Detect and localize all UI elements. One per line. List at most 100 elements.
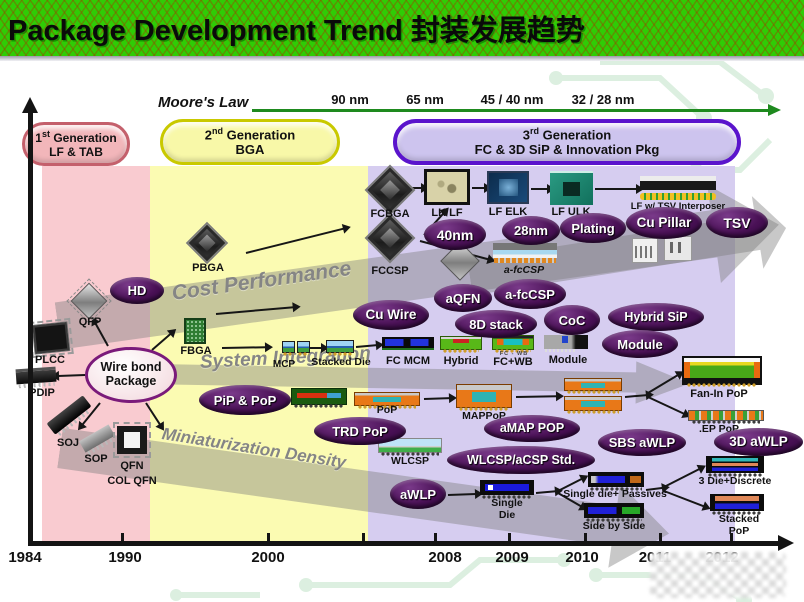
arrow bbox=[595, 184, 644, 194]
oval-coc: CoC bbox=[544, 305, 600, 335]
watermark-blur bbox=[650, 552, 786, 598]
pop-label: PoP bbox=[376, 404, 398, 416]
axis-tick bbox=[362, 533, 365, 542]
generation-2-line2: BGA bbox=[235, 142, 265, 158]
qfn-label: QFN bbox=[120, 460, 144, 472]
axis-tick bbox=[121, 533, 124, 542]
mappop-chip bbox=[456, 384, 512, 411]
sop-label: SOP bbox=[84, 453, 108, 465]
year-2000: 2000 bbox=[251, 549, 285, 566]
page-title: Package Development Trend 封装发展趋势 bbox=[8, 15, 585, 47]
year-2010: 2010 bbox=[565, 549, 599, 566]
fbga-label: FBGA bbox=[180, 345, 212, 357]
stacked-pop-label: Stacked PoP bbox=[718, 513, 760, 537]
qfn-chip bbox=[113, 422, 151, 458]
oval-aqfn: aQFN bbox=[434, 284, 492, 312]
oval-40nm: 40nm bbox=[424, 219, 486, 250]
arrow bbox=[472, 183, 492, 193]
generation-1-line2: LF & TAB bbox=[49, 144, 103, 159]
single-die-label: Single Die bbox=[491, 497, 523, 521]
node-90nm: 90 nm bbox=[331, 92, 369, 107]
soj-label: SOJ bbox=[56, 437, 79, 449]
lk-lf-chip bbox=[424, 169, 470, 205]
y-axis-arrowhead-icon bbox=[22, 97, 38, 113]
moores-law-label: Moore's Law bbox=[158, 94, 249, 111]
oval-awlp: aWLP bbox=[390, 479, 446, 509]
module-chip bbox=[544, 335, 588, 352]
fan-in-pop-chip bbox=[682, 356, 762, 387]
node-65nm: 65 nm bbox=[406, 92, 444, 107]
axis-tick bbox=[267, 533, 270, 542]
year-1990: 1990 bbox=[108, 549, 142, 566]
oval-a-fccsp: a-fcCSP bbox=[494, 279, 566, 309]
oval-hybrid-sip: Hybrid SiP bbox=[608, 303, 704, 331]
mcp-chip bbox=[297, 341, 310, 356]
node-32-28nm: 32 / 28 nm bbox=[571, 92, 635, 107]
pop-stack-chip bbox=[564, 396, 622, 414]
single-die-passives-label: Single die+ Passives bbox=[563, 488, 667, 500]
module-label: Module bbox=[548, 354, 588, 366]
fc-wb-label: FC+WB bbox=[493, 356, 533, 368]
col-qfn-label: COL QFN bbox=[107, 475, 157, 487]
stacked-die-chip bbox=[326, 340, 354, 356]
wlcsp-label: WLCSP bbox=[391, 455, 429, 467]
generation-3-line2: FC & 3D SiP & Innovation Pkg bbox=[474, 142, 660, 158]
lf-tsv-interposer-label: LF w/ TSV Interposer bbox=[630, 201, 726, 212]
axis-tick bbox=[434, 533, 437, 542]
plcc-label: PLCC bbox=[35, 354, 65, 366]
pdip-label: PDIP bbox=[29, 387, 55, 399]
oval-28nm: 28nm bbox=[502, 216, 560, 245]
axis-tick bbox=[584, 533, 587, 542]
x-axis-arrowhead-icon bbox=[778, 535, 794, 551]
single-die-passives-chip bbox=[588, 472, 644, 491]
oval-cu-wire: Cu Wire bbox=[353, 300, 429, 330]
axis-tick bbox=[659, 533, 662, 542]
side-by-side-label: Side by Side bbox=[582, 520, 646, 532]
fc-mcm-chip bbox=[382, 337, 434, 350]
a-fccsp-label: a-fcCSP bbox=[503, 264, 545, 276]
side-by-side-chip bbox=[584, 503, 644, 522]
three-die-discrete-label: 3 Die+Discrete bbox=[698, 475, 772, 487]
arrow bbox=[308, 343, 329, 353]
stacked-die-label: Stacked Die bbox=[311, 356, 371, 368]
title-separator bbox=[0, 56, 804, 61]
oval-cu-pillar: Cu Pillar bbox=[626, 207, 702, 239]
oval-pip-pop: PiP & PoP bbox=[199, 385, 291, 415]
generation-3-bubble: 3rd Generation FC & 3D SiP & Innovation … bbox=[393, 119, 741, 165]
wlcsp-chip bbox=[378, 438, 442, 456]
node-45-40nm: 45 / 40 nm bbox=[480, 92, 544, 107]
ep-pop-chip bbox=[688, 410, 764, 424]
fc-wb-small-label: FC - WB bbox=[499, 351, 529, 357]
stacked-pop-chip bbox=[710, 494, 764, 515]
wire-bond-line1: Wire bond bbox=[100, 360, 162, 375]
wire-bond-package-bubble: Wire bond Package bbox=[85, 347, 177, 403]
fccsp-label: FCCSP bbox=[371, 265, 409, 277]
pop-chip bbox=[354, 392, 420, 409]
oval-sbs-awlp: SBS aWLP bbox=[598, 429, 686, 456]
moores-law-arrowhead-icon bbox=[768, 104, 781, 116]
mcp-chip bbox=[282, 341, 295, 356]
a-fccsp-chip bbox=[493, 243, 557, 263]
arrow bbox=[531, 184, 555, 194]
year-1984: 1984 bbox=[8, 549, 42, 566]
axis-tick bbox=[508, 533, 511, 542]
ep-pop-label: .EP PoP bbox=[698, 423, 740, 435]
lf-ulk-chip bbox=[550, 171, 593, 205]
title-bar: Package Development Trend 封装发展趋势 bbox=[0, 0, 804, 56]
moores-law-arrow bbox=[252, 109, 770, 112]
fc-mcm-label: FC MCM bbox=[386, 355, 430, 367]
oval-module: Module bbox=[602, 330, 678, 358]
lf-tsv-interposer-chip bbox=[640, 176, 716, 200]
hybrid-chip bbox=[440, 336, 482, 353]
single-die-chip bbox=[480, 480, 534, 499]
wire-bond-line2: Package bbox=[105, 374, 157, 388]
generation-3-line1: 3rd Generation bbox=[522, 125, 612, 143]
oval-wlcsp-acsp-std: WLCSP/aCSP Std. bbox=[447, 446, 595, 474]
oval-8d-stack: 8D stack bbox=[455, 310, 537, 338]
lf-elk-chip bbox=[487, 171, 529, 204]
generation-1-bubble: 1st Generation LF & TAB bbox=[22, 122, 130, 166]
axis-tick bbox=[730, 533, 733, 542]
three-die-discrete-chip bbox=[706, 456, 764, 477]
